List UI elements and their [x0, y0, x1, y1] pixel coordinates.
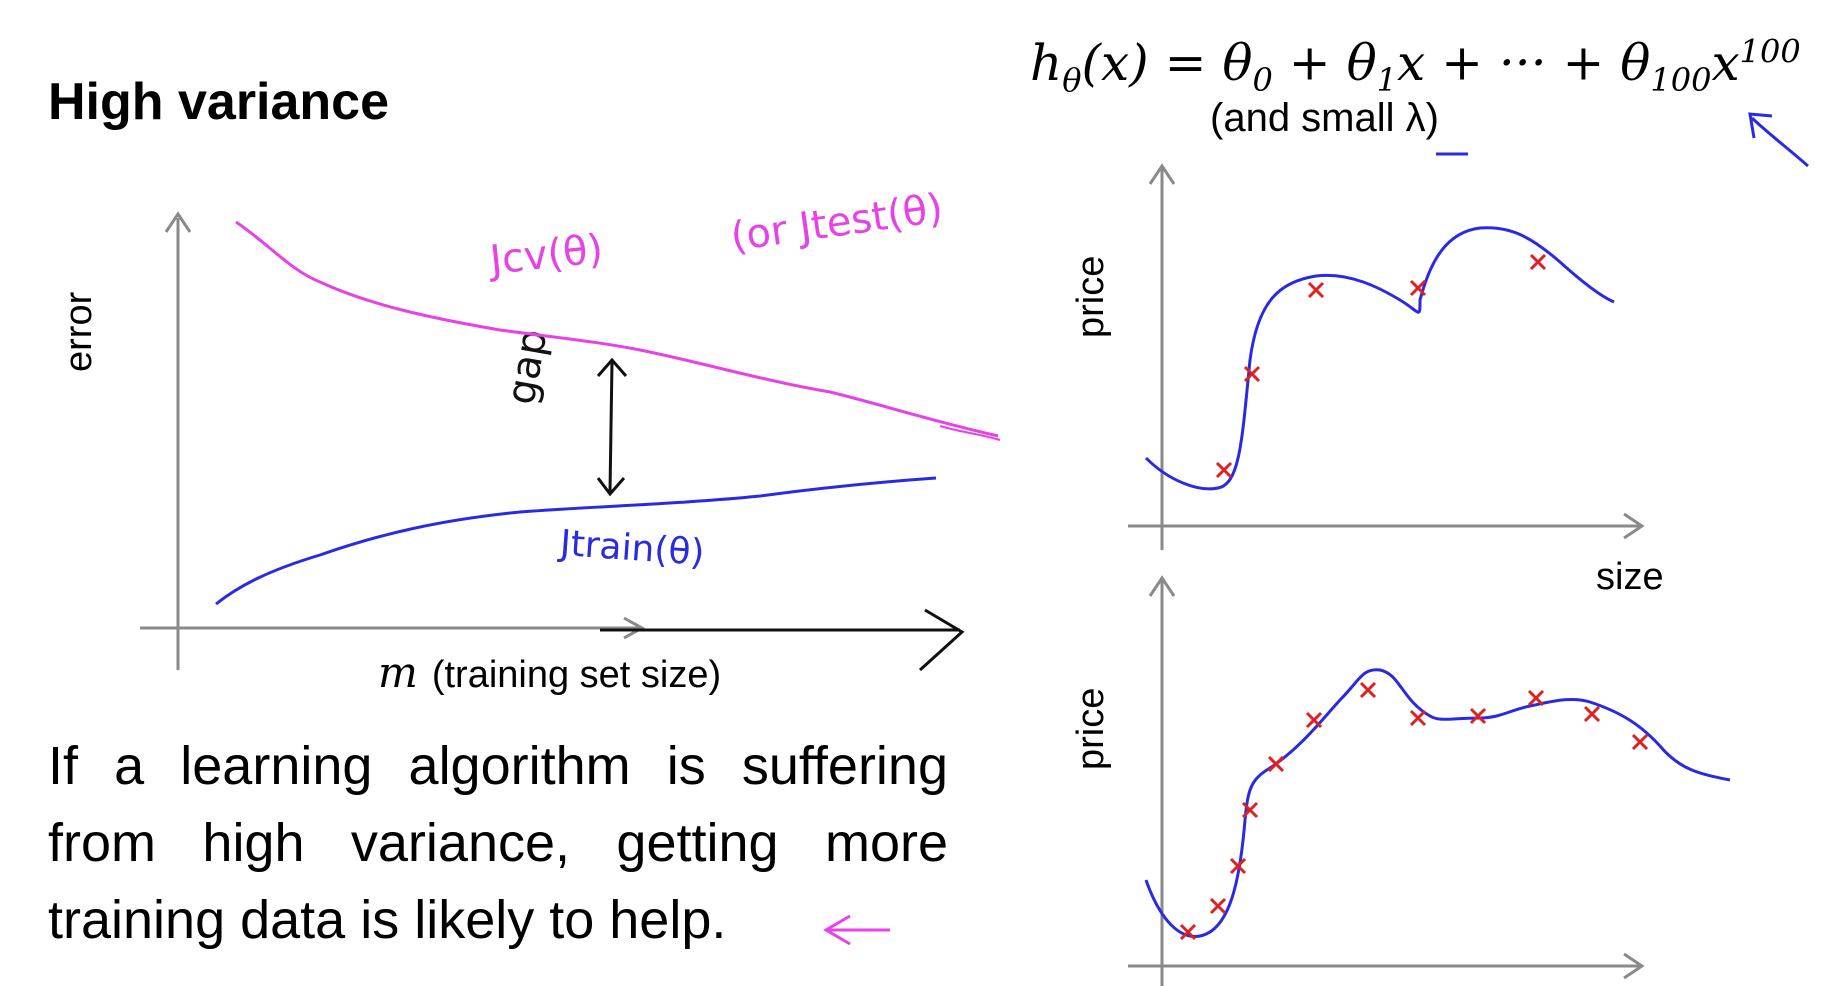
m-axis-extension-arrowhead [918, 608, 965, 672]
bottom-data-points [1179, 681, 1649, 941]
bottom-data-point-8 [1409, 709, 1427, 727]
bottom-data-point-7 [1359, 681, 1377, 699]
pen-arrow-icon-head [1748, 112, 1773, 139]
top-size-axis-arrowhead [1623, 512, 1645, 540]
paragraph-line-3: training data is likely to help. [48, 890, 727, 950]
formula-term-1: θ1x [1346, 33, 1426, 99]
bottom-data-point-1 [1179, 923, 1197, 941]
bottom-data-point-2 [1209, 897, 1227, 915]
bottom-fit-curve [1144, 668, 1731, 938]
formula-term-0: θ0 [1222, 33, 1273, 99]
size-axis-label: size [1596, 556, 1664, 598]
slide-title: High variance [48, 73, 390, 131]
training-set-size-text: (training set size) [431, 654, 722, 696]
bottom-data-point-4 [1241, 801, 1259, 819]
bottom-data-point-12 [1631, 733, 1649, 751]
conclusion-paragraph: If a learning algorithm is suffering fro… [48, 728, 948, 959]
bottom-data-point-5 [1267, 755, 1285, 773]
top-fit-axes [1128, 163, 1645, 550]
formula-term-100: θ100x100 [1620, 32, 1801, 99]
learning-curve-axes [140, 211, 965, 672]
top-data-point-1 [1215, 461, 1233, 479]
top-data-point-4 [1409, 279, 1427, 297]
gap-arrow-bottom-head [596, 477, 626, 497]
top-price-axis-arrowhead [1148, 163, 1176, 185]
cv-curve [235, 220, 999, 438]
bottom-data-point-3 [1229, 857, 1247, 875]
bottom-size-axis-arrowhead [1623, 952, 1645, 980]
gap-arrow [608, 361, 614, 493]
bottom-price-axis-arrowhead [1148, 575, 1176, 597]
cv-curve-tail [939, 425, 1001, 441]
hypothesis-formula: hθ(x) = θ0 + θ1x + ··· + θ100x100 [1030, 32, 1801, 99]
top-data-point-3 [1307, 281, 1325, 299]
bottom-fit-axes [1128, 575, 1645, 986]
paragraph-pointer-icon-head [823, 914, 851, 946]
paragraph-line-1: If a learning algorithm is suffering [48, 736, 948, 796]
gap-arrow-top-head [596, 357, 628, 377]
bottom-data-point-11 [1583, 705, 1601, 723]
top-data-point-5 [1529, 253, 1547, 271]
m-axis-arrowhead [623, 616, 646, 640]
bottom-data-point-6 [1305, 711, 1323, 729]
training-set-axis-label: m (training set size) [378, 648, 721, 697]
train-curve [215, 476, 937, 606]
formula-lhs: hθ(x) [1030, 33, 1149, 99]
top-data-points [1215, 253, 1547, 479]
paragraph-line-2: from high variance, getting more [48, 813, 948, 873]
formula-equals: = [1164, 33, 1207, 92]
small-lambda-note: (and small λ) [1210, 96, 1439, 140]
top-data-point-2 [1243, 365, 1261, 383]
error-axis-arrowhead [164, 211, 192, 233]
pen-arrow-icon [1750, 116, 1809, 168]
bottom-data-point-10 [1527, 689, 1545, 707]
bottom-data-point-9 [1469, 707, 1487, 725]
m-symbol: m [378, 648, 418, 697]
